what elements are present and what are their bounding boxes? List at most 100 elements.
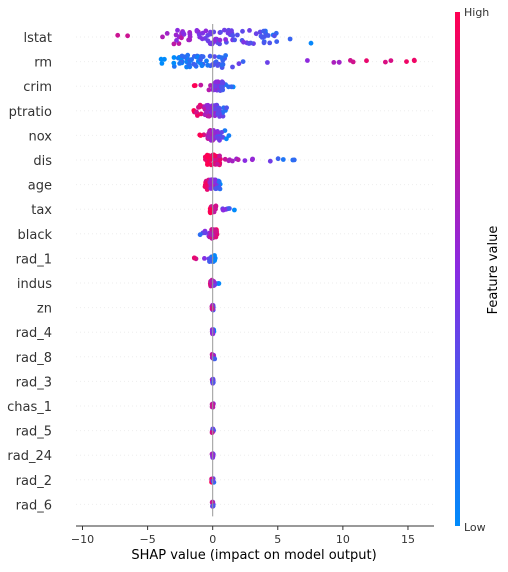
point-age (207, 180, 213, 185)
x-tick-label: 15 (401, 533, 415, 546)
point-dis (275, 156, 281, 162)
point-dis (208, 156, 214, 162)
point-dis (222, 156, 228, 162)
point-lstat (272, 33, 277, 39)
point-lstat (308, 40, 314, 46)
point-rm (230, 64, 235, 70)
point-dis (212, 153, 218, 159)
feature-label-rad_4: rad_4 (16, 326, 52, 341)
point-lstat (274, 39, 280, 44)
point-rm (207, 53, 213, 59)
feature-label-rad_2: rad_2 (16, 474, 52, 489)
feature-label-zn: zn (37, 302, 52, 317)
point-ptratio (206, 113, 212, 119)
point-crim (229, 84, 234, 90)
point-rm (236, 61, 242, 67)
point-rm (364, 58, 369, 64)
point-dis (291, 157, 297, 163)
point-rm (383, 59, 388, 65)
x-tick-label: 5 (274, 533, 281, 546)
point-lstat (240, 28, 245, 34)
point-lstat (247, 28, 252, 33)
feature-label-rad_6: rad_6 (16, 498, 52, 513)
point-dis (227, 157, 233, 163)
point-lstat (203, 28, 209, 34)
point-rm (171, 55, 177, 60)
point-lstat (265, 33, 271, 38)
point-ptratio (212, 106, 218, 112)
point-lstat (235, 32, 240, 38)
point-crim (212, 83, 218, 89)
feature-label-crim: crim (23, 80, 52, 95)
point-dis (280, 157, 286, 162)
feature-label-black: black (17, 228, 52, 243)
point-tax (232, 207, 237, 213)
point-zn (209, 305, 215, 311)
point-dis (267, 158, 273, 164)
point-age (212, 177, 218, 183)
point-lstat (259, 35, 265, 40)
feature-label-rad_1: rad_1 (16, 252, 52, 267)
feature-label-tax: tax (31, 203, 52, 218)
point-rm (171, 60, 177, 66)
point-lstat (230, 33, 236, 38)
feature-label-dis: dis (33, 154, 52, 169)
point-rad_5 (209, 430, 215, 436)
point-lstat (171, 41, 177, 47)
point-rm (336, 59, 342, 65)
point-crim (206, 87, 212, 93)
point-lstat (187, 31, 193, 37)
point-rm (159, 61, 165, 66)
point-ptratio (205, 104, 211, 110)
point-lstat (160, 34, 165, 40)
x-tick-label: −10 (71, 533, 94, 546)
colorbar-low-label: Low (464, 521, 486, 534)
point-lstat (253, 31, 259, 37)
point-rm (179, 53, 185, 59)
point-lstat (174, 38, 179, 43)
feature-label-indus: indus (17, 277, 52, 292)
point-rm (404, 59, 409, 64)
point-nox (207, 130, 212, 136)
feature-rows: lstat rm crim ptratio nox dis age tax black rad_1… (7, 31, 434, 513)
point-dis (242, 158, 248, 164)
feature-label-rad_24: rad_24 (7, 449, 52, 464)
point-rm (265, 60, 270, 65)
point-rad_1 (202, 256, 207, 261)
point-rm (185, 52, 191, 58)
point-crim (219, 84, 224, 90)
colorbar-title: Feature value (486, 226, 501, 315)
x-tick-label: −5 (139, 533, 155, 546)
point-rm (240, 59, 246, 64)
feature-label-rad_8: rad_8 (16, 351, 52, 366)
point-ptratio (194, 109, 199, 115)
point-indus (211, 279, 217, 284)
point-black (197, 232, 203, 238)
point-nox (226, 133, 232, 139)
point-lstat (218, 29, 223, 35)
point-nox (215, 136, 221, 141)
point-rad_8 (212, 356, 218, 362)
point-rm (215, 63, 221, 68)
point-black (202, 230, 208, 236)
point-rm (192, 62, 198, 68)
x-tick-label: 0 (209, 533, 216, 546)
point-rm (212, 54, 218, 59)
point-lstat (179, 35, 184, 41)
point-rm (186, 61, 192, 67)
point-lstat (232, 37, 238, 43)
point-rad_1 (212, 258, 218, 263)
point-tax (221, 207, 227, 213)
feature-label-rad_5: rad_5 (16, 425, 52, 440)
point-lstat (115, 32, 121, 38)
x-tick-label: 10 (336, 533, 350, 546)
point-rm (305, 58, 310, 63)
beeswarm-points (115, 27, 417, 509)
point-lstat (175, 27, 180, 33)
point-lstat (199, 36, 205, 42)
point-tax (213, 203, 219, 209)
point-rad_1 (191, 255, 197, 261)
point-lstat (229, 28, 234, 34)
point-black (213, 228, 218, 234)
